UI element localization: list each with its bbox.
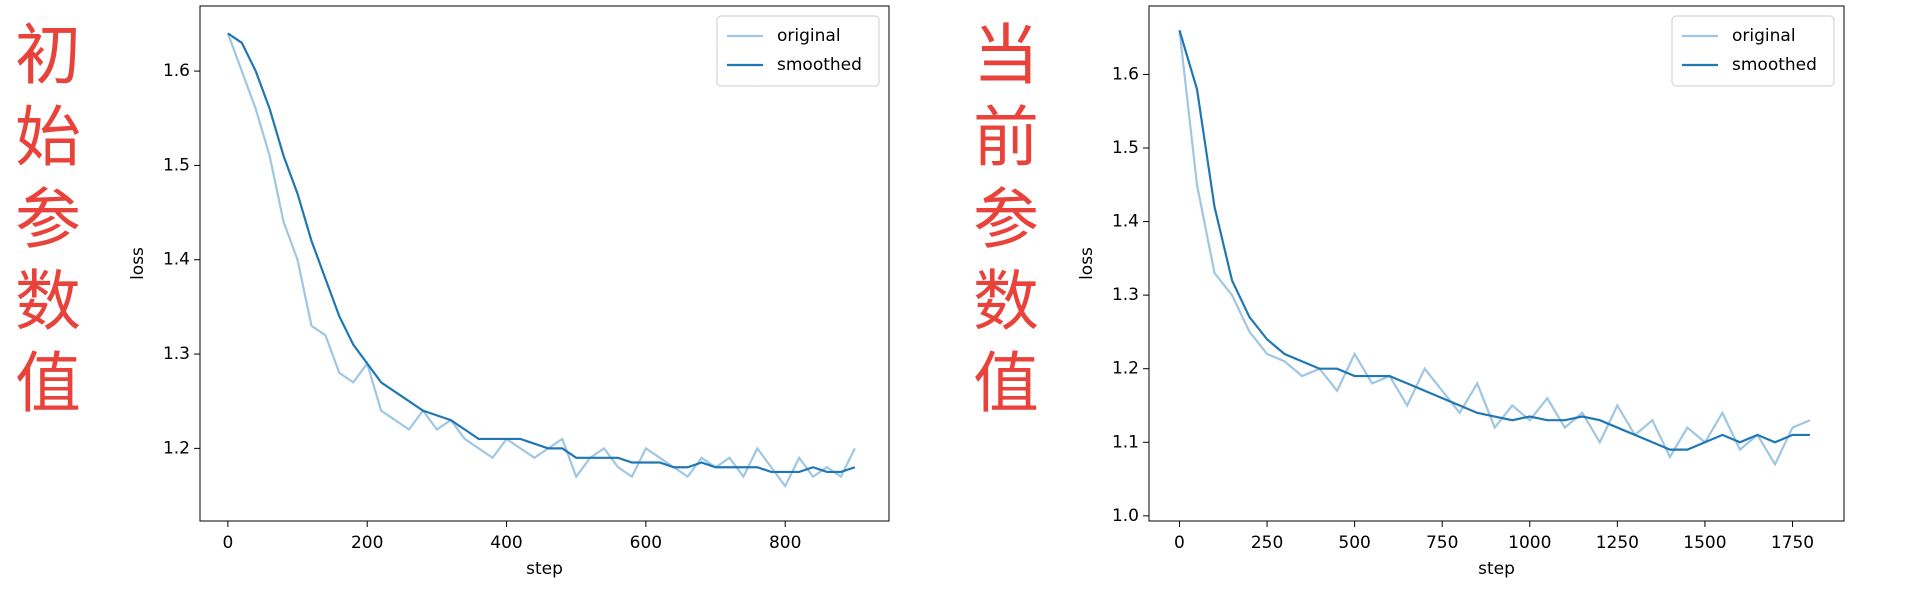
line-smoothed: [227, 32, 856, 474]
y-tick-label: 1.4: [1112, 212, 1139, 232]
line-original: [1178, 30, 1811, 467]
y-tick-label: 1.3: [1112, 285, 1139, 305]
x-tick-label: 1500: [1683, 533, 1726, 553]
y-tick-label: 1.4: [163, 250, 190, 270]
y-tick-label: 1.6: [163, 61, 190, 81]
annotation: 初始参数值: [4, 20, 81, 430]
x-tick-label: 400: [490, 533, 522, 553]
x-tick-label: 500: [1338, 533, 1370, 553]
x-tick-label: 1000: [1508, 533, 1551, 553]
annotation: 当前参数值: [962, 20, 1039, 430]
x-axis-label: step: [1478, 559, 1515, 579]
y-axis-label: loss: [1077, 247, 1097, 280]
x-tick-label: 250: [1251, 533, 1283, 553]
legend-box: [1671, 15, 1835, 87]
plot-frame: [199, 5, 890, 522]
legend-label: original: [1732, 26, 1796, 46]
legend-label: original: [777, 26, 841, 46]
y-tick-label: 1.5: [1112, 138, 1139, 158]
legend-label: smoothed: [777, 55, 862, 75]
y-tick-label: 1.2: [1112, 359, 1139, 379]
x-tick-label: 0: [222, 533, 233, 553]
x-tick-label: 1750: [1771, 533, 1814, 553]
x-tick-label: 0: [1174, 533, 1185, 553]
y-tick-label: 1.1: [1112, 432, 1139, 452]
legend-box: [716, 15, 880, 87]
x-tick-label: 1250: [1596, 533, 1639, 553]
y-tick-label: 1.3: [163, 344, 190, 364]
legend-label: smoothed: [1732, 55, 1817, 75]
x-tick-label: 200: [351, 533, 383, 553]
line-smoothed: [1178, 29, 1811, 451]
x-axis-label: step: [526, 559, 563, 579]
y-tick-label: 1.5: [163, 155, 190, 175]
line-original: [226, 32, 856, 489]
plot-frame: [1148, 5, 1845, 522]
x-tick-label: 750: [1426, 533, 1458, 553]
y-tick-label: 1.2: [163, 438, 190, 458]
y-tick-label: 1.0: [1112, 506, 1139, 526]
x-tick-label: 800: [769, 533, 801, 553]
x-tick-label: 600: [630, 533, 662, 553]
y-tick-label: 1.6: [1112, 64, 1139, 84]
y-axis-label: loss: [128, 247, 148, 280]
